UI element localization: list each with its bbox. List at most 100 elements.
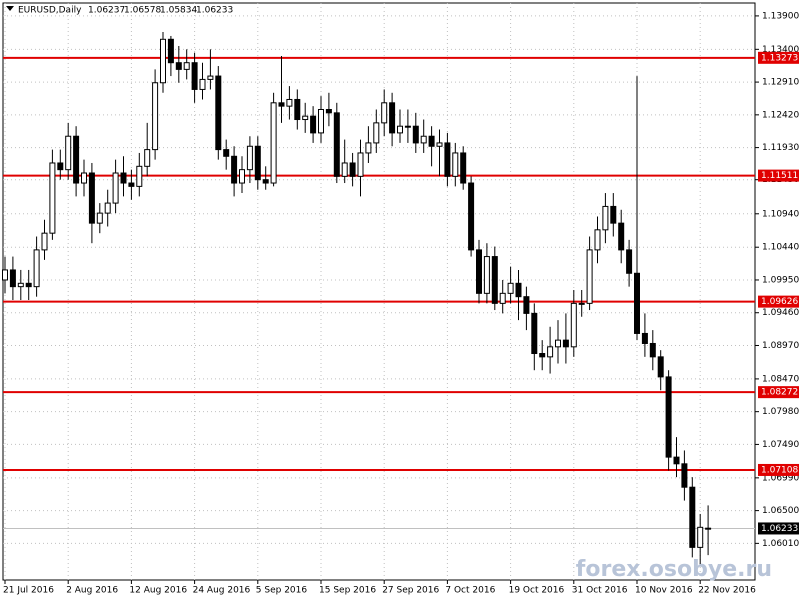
candle-body [191,62,198,90]
candle-body [96,212,103,224]
candle-body [175,62,182,70]
candle-body [499,292,506,304]
candle-body [649,342,656,358]
y-tick-label: 1.08970 [762,341,799,351]
candle-body [81,172,87,184]
candle-body [167,38,174,64]
y-tick-label: 1.10940 [762,209,799,219]
x-tick-label: 2 Aug 2016 [66,586,118,596]
candle-body [476,249,482,294]
candle-body [570,302,577,348]
candle-body [215,75,222,151]
candle-body [33,249,40,288]
candle-body [547,346,554,358]
y-tick-label: 1.09460 [762,308,799,318]
candle-body [626,249,633,274]
y-tick-label: 1.09950 [762,275,799,285]
candle-body [57,162,64,171]
candle-body [262,179,269,184]
candle-body [341,162,348,177]
candle-body [207,75,214,80]
level-line-tag [758,386,799,399]
candle-body [483,256,490,294]
y-tick-label: 1.06990 [762,473,799,483]
candle-body [397,125,403,134]
candle-body [73,135,80,184]
x-tick-label: 31 Oct 2016 [572,586,628,596]
candle-body [136,165,143,187]
y-tick-label: 1.11930 [762,143,799,153]
candle-body [665,376,672,458]
y-tick-label: 1.08470 [762,374,799,384]
x-tick-label: 24 Aug 2016 [193,586,251,596]
candle-body [602,205,609,231]
candle-body [333,112,340,177]
candle-body [641,332,648,344]
candle-body [17,282,24,288]
y-tick-label: 1.07490 [762,440,799,450]
y-tick-label: 1.12420 [762,110,799,120]
watermark: forex.osobye.ru [576,557,772,582]
candle-body [144,149,151,167]
candle-body [523,296,530,314]
candle-body [562,339,569,348]
candle-body [88,172,95,224]
current-price-line-label: 1.06233 [761,524,798,534]
candle-body [160,38,166,84]
plot-frame [2,2,756,581]
header-close: 1.06233 [196,6,233,16]
y-tick-label: 1.13400 [762,45,799,55]
candle-body [49,162,56,234]
candle-body [239,169,245,184]
candle-body [223,149,230,157]
candle-body [539,353,546,358]
candle-body [310,115,317,134]
header-high: 1.06578 [124,6,161,16]
candle-body [349,162,356,177]
header-open: 1.06237 [88,6,125,16]
candle-body [294,98,301,121]
candle-body [199,78,206,90]
y-tick-label: 1.06010 [762,539,799,549]
level-line-tag [758,463,799,476]
candle-body [254,145,261,181]
candle-body [412,125,419,144]
x-tick-label: 5 Sep 2016 [256,586,308,596]
candle-body [2,269,8,281]
candle-body [586,249,593,304]
candle-body [491,256,498,304]
candle-body [610,205,617,224]
candle-body [689,486,696,548]
x-tick-label: 22 Nov 2016 [698,586,756,596]
candle-body [594,229,601,251]
candle-body [697,526,704,548]
candle-body [128,182,135,187]
candle-body [436,142,443,147]
candle-body [246,145,253,171]
x-tick-label: 10 Nov 2016 [635,586,693,596]
x-tick-label: 7 Oct 2016 [445,586,495,596]
level-line-label: 1.08272 [761,388,798,398]
y-tick-label: 1.10440 [762,243,799,253]
candle-body [286,98,293,107]
candle-body [404,125,411,128]
candle-body [555,339,561,348]
candle-body [278,102,285,107]
candle-body [444,142,451,177]
x-tick-label: 27 Sep 2016 [382,586,439,596]
current-price-line-tag [758,522,799,535]
candle-body [41,232,48,251]
candle-body [357,152,364,177]
candle-body [634,272,640,334]
y-tick-label: 1.13900 [762,11,799,21]
candle-body [231,155,238,184]
candle-body [325,108,332,114]
candle-body [389,102,396,134]
candle-body [681,463,688,488]
level-line-label: 1.13273 [761,53,798,63]
candle-body [302,115,309,121]
candle-body [104,202,111,214]
candle-body [578,302,585,305]
y-tick-label: 1.07980 [762,407,799,417]
